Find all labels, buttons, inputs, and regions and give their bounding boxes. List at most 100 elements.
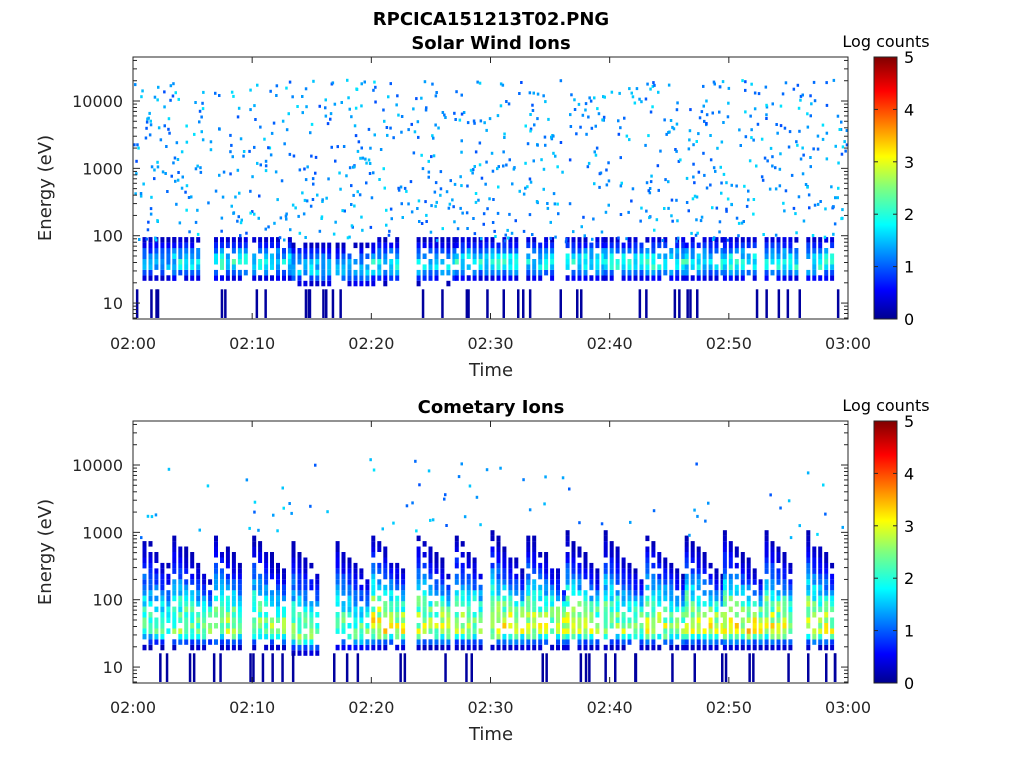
heat-cell: [645, 237, 650, 243]
heat-cell: [758, 633, 763, 640]
heat-cell: [377, 612, 382, 618]
heat-cell: [782, 590, 787, 596]
heat-cell: [583, 259, 588, 265]
heat-cell: [446, 612, 451, 618]
heat-cell: [315, 242, 320, 249]
noise-cell: [577, 102, 581, 106]
heat-cell: [190, 562, 195, 569]
heat-cell: [577, 259, 582, 265]
heat-cell: [395, 259, 400, 265]
noise-cell: [312, 79, 315, 83]
noise-cell: [565, 237, 568, 241]
heat-cell: [734, 269, 739, 276]
colorbar-tick-label: 4: [904, 100, 914, 119]
heat-cell: [565, 242, 570, 249]
heat-cell: [746, 617, 751, 623]
heat-cell: [377, 269, 382, 276]
noise-cell: [392, 521, 395, 525]
heat-cell: [702, 264, 707, 270]
heat-cell: [627, 639, 632, 645]
noise-cell: [585, 132, 588, 136]
noise-cell: [675, 198, 678, 202]
noise-cell: [281, 119, 285, 123]
heat-cell: [782, 253, 787, 259]
noise-cell: [720, 181, 723, 185]
noise-cell: [253, 212, 256, 216]
heat-cell: [615, 606, 620, 613]
heat-cell: [231, 595, 236, 602]
heat-cell: [214, 579, 218, 585]
heat-cell: [160, 269, 165, 276]
heat-cell: [225, 264, 230, 270]
heat-cell: [601, 248, 606, 254]
heat-cell: [208, 639, 213, 645]
heat-cell: [276, 568, 280, 574]
heat-cell: [508, 557, 513, 563]
heat-cell: [225, 612, 230, 618]
heat-cell: [645, 253, 650, 259]
noise-cell: [830, 185, 833, 189]
noise-cell: [334, 159, 337, 163]
x-tick-solar-wind-0300: 03:00: [825, 334, 871, 353]
heat-cell: [472, 259, 477, 265]
heat-cell: [148, 541, 153, 547]
noise-cell: [346, 78, 349, 82]
heat-cell: [788, 628, 793, 634]
noise-cell: [740, 221, 744, 225]
noise-cell: [496, 114, 500, 118]
heat-cell: [609, 259, 614, 265]
heat-cell: [353, 590, 358, 596]
low-energy-stripe: [261, 653, 265, 682]
heat-cell: [565, 259, 570, 265]
heat-cell: [258, 264, 263, 270]
heat-cell: [645, 601, 650, 607]
heat-cell: [466, 242, 471, 249]
heat-cell: [830, 639, 835, 645]
heat-cell: [514, 253, 519, 259]
heat-cell: [782, 552, 787, 558]
heat-cell: [675, 628, 680, 634]
noise-cell: [167, 117, 171, 121]
noise-cell: [804, 183, 808, 186]
heat-cell: [359, 644, 364, 651]
noise-cell: [242, 154, 245, 158]
heat-cell: [818, 623, 823, 629]
heat-cell: [708, 579, 713, 585]
heat-cell: [526, 633, 531, 640]
heat-cell: [532, 557, 537, 563]
heat-cell: [722, 644, 727, 651]
heat-cell: [148, 601, 153, 607]
heat-cell: [148, 264, 153, 270]
heat-cell: [502, 573, 507, 580]
noise-cell: [507, 236, 510, 240]
heat-cell: [371, 248, 376, 254]
noise-cell: [528, 508, 532, 512]
heat-cell: [651, 644, 656, 651]
noise-cell: [201, 107, 205, 111]
noise-cell: [248, 149, 251, 153]
noise-cell: [588, 96, 591, 100]
heat-cell: [440, 639, 445, 645]
noise-cell: [333, 102, 337, 106]
heat-cell: [225, 595, 230, 602]
heat-cell: [583, 237, 588, 243]
noise-cell: [285, 128, 289, 132]
noise-cell: [368, 172, 372, 175]
noise-cell: [687, 209, 690, 213]
heat-cell: [270, 595, 274, 602]
noise-cell: [137, 146, 140, 150]
heat-cell: [752, 590, 757, 596]
heat-cell: [538, 606, 543, 613]
heat-cell: [675, 264, 680, 270]
noise-cell: [485, 160, 488, 164]
noise-cell: [311, 198, 315, 201]
heat-cell: [538, 568, 543, 574]
heat-cell: [740, 601, 745, 607]
heat-cell: [603, 269, 608, 276]
heat-cell: [276, 264, 280, 270]
heat-cell: [335, 573, 340, 580]
heat-cell: [252, 623, 257, 629]
heat-cell: [202, 628, 207, 634]
heat-cell: [282, 633, 286, 640]
heat-cell: [556, 584, 560, 591]
